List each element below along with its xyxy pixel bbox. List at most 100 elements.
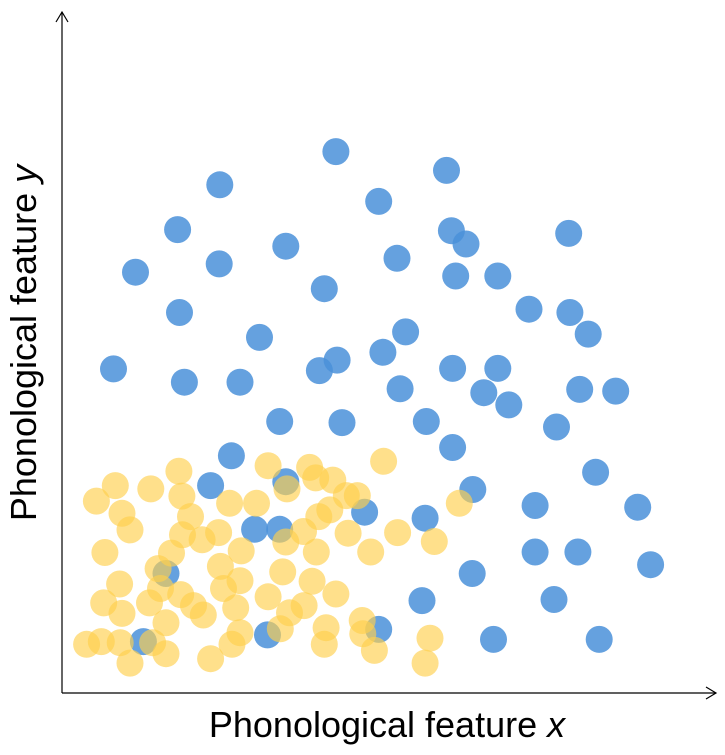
blue-point: [439, 434, 467, 461]
blue-point: [310, 275, 338, 303]
blue-point: [442, 262, 470, 290]
blue-point: [392, 318, 420, 346]
blue-point: [383, 244, 411, 272]
yellow-point: [272, 528, 300, 556]
y-axis-title-main: Phonological feature: [3, 183, 44, 521]
yellow-point: [206, 552, 234, 580]
yellow-point: [189, 601, 217, 629]
x-axis-title: Phonological feature x: [209, 704, 567, 745]
blue-point: [266, 408, 294, 435]
blue-point: [458, 560, 486, 587]
blue-point: [411, 504, 439, 532]
blue-point: [484, 354, 512, 382]
yellow-point: [273, 475, 301, 503]
blue-point: [484, 262, 512, 290]
blue-point: [305, 357, 333, 385]
blue-point: [495, 391, 523, 419]
blue-point: [433, 156, 460, 184]
yellow-point: [108, 599, 136, 627]
blue-point: [515, 295, 543, 323]
blue-point: [205, 250, 233, 278]
blue-point: [206, 171, 234, 199]
yellow-point: [82, 487, 110, 515]
yellow-point: [106, 570, 134, 598]
yellow-point: [210, 575, 237, 602]
yellow-point: [197, 645, 225, 673]
yellow-point: [243, 489, 270, 517]
blue-point: [226, 368, 254, 396]
blue-point: [624, 493, 652, 521]
blue-point: [197, 472, 225, 500]
blue-point: [452, 230, 480, 258]
blue-point: [241, 515, 269, 543]
blue-point: [521, 492, 549, 519]
blue-point: [521, 538, 549, 566]
yellow-point: [116, 649, 144, 677]
blue-point: [369, 338, 397, 366]
y-axis-title: Phonological feature y: [3, 163, 44, 521]
yellow-point: [91, 539, 119, 566]
points-layer: [73, 138, 665, 677]
blue-point: [566, 375, 594, 403]
yellow-point: [269, 558, 297, 586]
blue-point: [246, 323, 273, 351]
blue-point: [564, 538, 592, 566]
yellow-point: [445, 489, 473, 517]
blue-point: [166, 299, 193, 326]
x-axis-title-variable: x: [545, 704, 567, 745]
yellow-point: [298, 567, 326, 595]
blue-point: [543, 413, 570, 441]
yellow-point: [218, 630, 246, 658]
yellow-point: [101, 472, 129, 500]
yellow-point: [116, 516, 144, 544]
blue-point: [122, 258, 149, 286]
yellow-point: [310, 630, 338, 658]
yellow-point: [357, 538, 385, 566]
blue-point: [164, 216, 192, 244]
yellow-point: [322, 580, 350, 608]
yellow-point: [343, 482, 371, 510]
yellow-point: [222, 594, 250, 622]
yellow-point: [73, 630, 101, 658]
y-axis-arrowhead: [55, 10, 69, 23]
blue-point: [328, 409, 356, 437]
blue-point: [170, 368, 198, 396]
blue-point: [439, 354, 467, 382]
yellow-point: [227, 537, 255, 565]
blue-point: [217, 442, 245, 470]
x-axis-arrowhead: [705, 686, 718, 700]
blue-point: [386, 375, 414, 403]
y-axis-title-variable: y: [3, 163, 44, 186]
blue-point: [408, 587, 436, 615]
blue-point: [480, 625, 507, 653]
blue-point: [365, 187, 393, 215]
yellow-point: [152, 609, 180, 637]
yellow-point: [254, 583, 282, 611]
yellow-point: [370, 447, 398, 475]
blue-point: [556, 299, 584, 326]
blue-point: [322, 138, 350, 166]
yellow-point: [266, 615, 294, 643]
yellow-point: [168, 482, 196, 510]
yellow-point: [137, 475, 165, 503]
blue-point: [100, 355, 127, 383]
yellow-point: [302, 538, 330, 566]
blue-point: [272, 232, 300, 260]
blue-point: [555, 219, 583, 247]
yellow-point: [136, 589, 163, 617]
yellow-point: [106, 629, 134, 657]
yellow-point: [216, 489, 244, 517]
blue-point: [637, 551, 665, 579]
blue-point: [585, 625, 613, 653]
yellow-point: [416, 624, 444, 652]
yellow-point: [152, 640, 180, 668]
blue-point: [574, 320, 602, 348]
yellow-point: [384, 519, 412, 547]
blue-point: [602, 377, 630, 405]
x-axis-title-main: Phonological feature: [209, 704, 547, 745]
blue-point: [470, 379, 498, 407]
yellow-point: [188, 526, 216, 554]
yellow-point: [165, 457, 193, 485]
blue-point: [412, 408, 440, 435]
